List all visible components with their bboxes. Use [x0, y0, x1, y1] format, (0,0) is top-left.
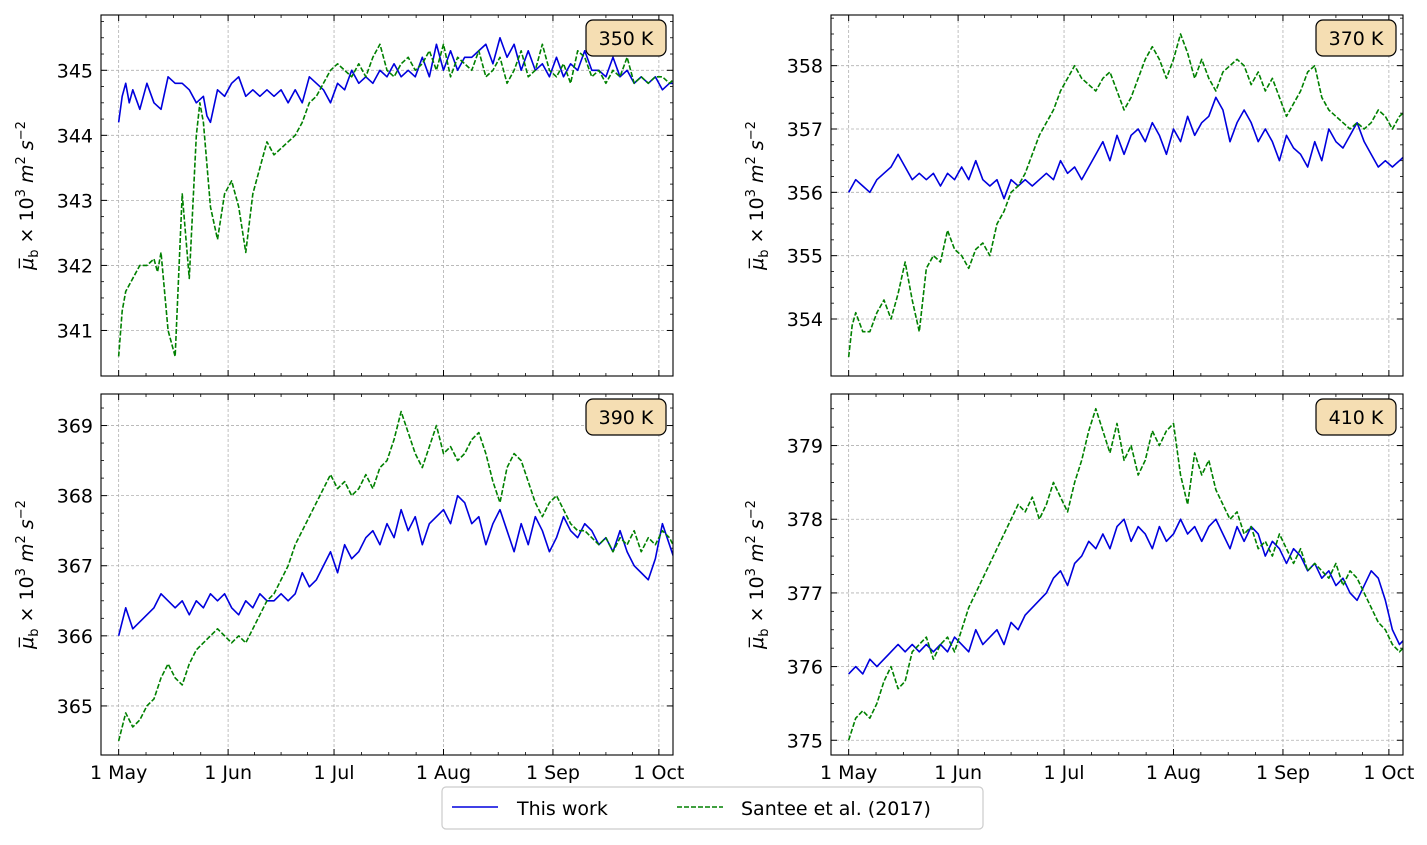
y-tick-label: 365	[57, 696, 93, 718]
panel-badge	[1315, 398, 1397, 436]
y-axis-label: μ̅b × 103 m2 s−2	[744, 500, 772, 650]
panel-410k: 1 May 1 Jun 1 Jul 1 Aug 1 Sep 1 Oct 375 376 377 3…	[744, 393, 1414, 784]
y-tick-label: 355	[787, 246, 823, 268]
x-tick-label: 1 Jun	[204, 762, 252, 784]
y-tick-label: 366	[57, 626, 93, 648]
y-tick-label: 358	[787, 56, 823, 78]
y-tick-label: 379	[787, 436, 823, 458]
y-tick-label: 342	[57, 255, 93, 277]
legend: This work Santee et al. (2017)	[441, 786, 984, 830]
series-line-santee	[847, 407, 1403, 741]
y-axis-label: μ̅b × 103 m2 s−2	[744, 121, 772, 271]
series-line-santee	[117, 410, 673, 742]
series-line-this-work	[847, 96, 1403, 200]
legend-box	[441, 786, 984, 830]
x-tick-label: 1 Sep	[1256, 762, 1310, 784]
y-tick-label: 376	[787, 657, 823, 679]
y-tick-label: 368	[57, 486, 93, 508]
x-tick-label: 1 Oct	[1363, 762, 1414, 784]
panel-badge	[1315, 19, 1397, 57]
panel-badge-label: 350 K	[599, 28, 654, 50]
x-tick-label: 1 Jul	[314, 762, 355, 784]
panel-badge-label: 370 K	[1329, 28, 1384, 50]
x-tick-label: 1 Sep	[526, 762, 580, 784]
y-tick-label: 343	[57, 190, 93, 212]
x-tick-label: 1 Oct	[633, 762, 684, 784]
x-tick-label: 1 Aug	[416, 762, 471, 784]
axes-frame	[830, 14, 1404, 377]
x-tick-label: 1 Jul	[1044, 762, 1085, 784]
x-tick-label: 1 Aug	[1146, 762, 1201, 784]
axes-frame	[830, 393, 1404, 756]
y-axis-label: μ̅b × 103 m2 s−2	[14, 500, 42, 650]
y-tick-label: 356	[787, 182, 823, 204]
x-tick-label: 1 May	[90, 762, 147, 784]
panel-badge	[585, 19, 667, 57]
legend-label-this-work: This work	[516, 798, 608, 820]
y-axis-label: μ̅b × 103 m2 s−2	[14, 121, 42, 271]
panel-badge-label: 410 K	[1329, 407, 1384, 429]
x-tick-label: 1 Jun	[934, 762, 982, 784]
series-line-this-work	[117, 494, 673, 637]
axes-frame	[100, 14, 674, 377]
y-tick-label: 367	[57, 556, 93, 578]
legend-label-santee: Santee et al. (2017)	[741, 798, 931, 820]
y-tick-label: 341	[57, 320, 93, 342]
x-tick-label: 1 May	[820, 762, 877, 784]
panel-390k: 1 May 1 Jun 1 Jul 1 Aug 1 Sep 1 Oct 365 366 367 3…	[14, 393, 684, 784]
series-line-santee	[117, 43, 673, 358]
y-tick-label: 378	[787, 509, 823, 531]
series-line-santee	[847, 33, 1403, 358]
y-tick-label: 369	[57, 416, 93, 438]
y-tick-label: 344	[57, 125, 93, 147]
panel-badge	[585, 398, 667, 436]
y-tick-label: 345	[57, 60, 93, 82]
panel-370k: 354 355 356 357 358 370 K μ̅b × 103 m2 s−2	[744, 14, 1404, 377]
y-tick-label: 377	[787, 583, 823, 605]
panel-350k: 341 342 343 344 345 350 K μ̅b × 103 m2 s−2	[14, 14, 674, 377]
y-tick-label: 354	[787, 309, 823, 331]
panel-badge-label: 390 K	[599, 407, 654, 429]
series-line-this-work	[848, 518, 1403, 675]
y-tick-label: 375	[787, 730, 823, 752]
y-tick-label: 357	[787, 119, 823, 141]
axes-frame	[100, 393, 674, 756]
